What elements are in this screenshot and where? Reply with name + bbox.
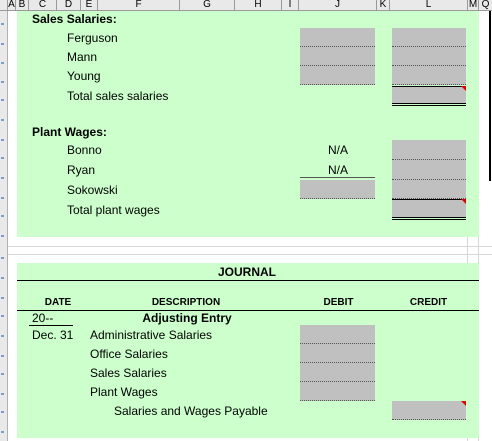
debit-administrative-salaries-input[interactable]	[300, 325, 375, 344]
account-sales-salaries: Sales Salaries	[90, 366, 167, 380]
column-header-g[interactable]: G	[180, 0, 235, 10]
column-header-e[interactable]: E	[81, 0, 98, 10]
error-marker-icon	[461, 401, 466, 406]
column-header-a[interactable]: A	[8, 0, 16, 10]
journal-title-rule	[17, 280, 479, 281]
total-double-rule	[392, 217, 466, 220]
employee-label-ryan: Ryan	[67, 163, 96, 177]
employee-label-mann: Mann	[67, 50, 98, 64]
journal-year: 20--	[32, 311, 54, 325]
employee-label-ferguson: Ferguson	[67, 31, 118, 45]
plant-wages-heading: Plant Wages:	[32, 125, 107, 139]
debit-office-salaries-input[interactable]	[300, 344, 375, 363]
column-header-f[interactable]: F	[98, 0, 180, 10]
journal-date: Dec. 31	[32, 328, 74, 342]
young-total-input[interactable]	[392, 66, 466, 85]
na-dotted-rule	[300, 177, 375, 178]
mann-amount-input[interactable]	[300, 47, 375, 66]
debit-column-header: DEBIT	[323, 297, 354, 308]
bonno-na-value: N/A	[327, 143, 348, 157]
column-header-b[interactable]: B	[16, 0, 29, 10]
select-all-corner[interactable]	[0, 0, 8, 10]
total-rule	[392, 199, 466, 200]
error-marker-icon	[461, 86, 466, 91]
account-administrative-salaries: Administrative Salaries	[90, 328, 213, 342]
column-header-i[interactable]: I	[282, 0, 299, 10]
ferguson-amount-input[interactable]	[300, 28, 375, 47]
year-underline	[29, 325, 73, 326]
debit-plant-wages-input[interactable]	[300, 382, 375, 401]
column-header-bar: A B C D E F G H I J K L M Q	[0, 0, 492, 11]
bonno-total-input[interactable]	[392, 140, 466, 160]
total-sales-salaries-input[interactable]	[392, 86, 466, 104]
column-header-k[interactable]: K	[377, 0, 390, 10]
column-header-h[interactable]: H	[235, 0, 282, 10]
employee-label-sokowski: Sokowski	[67, 183, 118, 197]
ryan-total-input[interactable]	[392, 160, 466, 180]
ferguson-total-input[interactable]	[392, 28, 466, 47]
young-amount-input[interactable]	[300, 66, 375, 85]
column-header-q[interactable]: Q	[481, 0, 490, 10]
column-header-c[interactable]: C	[29, 0, 57, 10]
employee-label-bonno: Bonno	[67, 143, 102, 157]
frame-edge	[489, 11, 491, 181]
total-double-rule	[392, 103, 466, 106]
journal-header-rule	[17, 310, 479, 311]
total-rule	[392, 86, 466, 87]
column-header-j[interactable]: J	[299, 0, 377, 10]
account-salaries-and-wages-payable: Salaries and Wages Payable	[114, 404, 268, 418]
ryan-na-value: N/A	[327, 163, 348, 177]
error-marker-icon	[461, 199, 466, 204]
date-column-header: DATE	[44, 297, 72, 308]
debit-sales-salaries-input[interactable]	[300, 363, 375, 382]
employee-label-young: Young	[67, 69, 101, 83]
total-plant-wages-label: Total plant wages	[67, 203, 160, 217]
total-sales-salaries-label: Total sales salaries	[67, 89, 169, 103]
credit-column-header: CREDIT	[409, 297, 448, 308]
row-header-strip[interactable]	[0, 11, 8, 441]
journal-title: JOURNAL	[217, 265, 276, 279]
mann-total-input[interactable]	[392, 47, 466, 66]
account-office-salaries: Office Salaries	[90, 347, 168, 361]
column-header-d[interactable]: D	[57, 0, 81, 10]
account-plant-wages: Plant Wages	[90, 385, 158, 399]
sales-salaries-heading: Sales Salaries:	[32, 12, 117, 26]
column-header-l[interactable]: L	[390, 0, 468, 10]
sokowski-amount-input[interactable]	[300, 180, 375, 199]
total-plant-wages-input[interactable]	[392, 199, 466, 217]
adjusting-entry-heading: Adjusting Entry	[142, 311, 232, 325]
description-column-header: DESCRIPTION	[151, 297, 221, 308]
column-header-m[interactable]: M	[468, 0, 479, 10]
credit-salaries-payable-input[interactable]	[392, 401, 466, 420]
sokowski-total-input[interactable]	[392, 180, 466, 199]
